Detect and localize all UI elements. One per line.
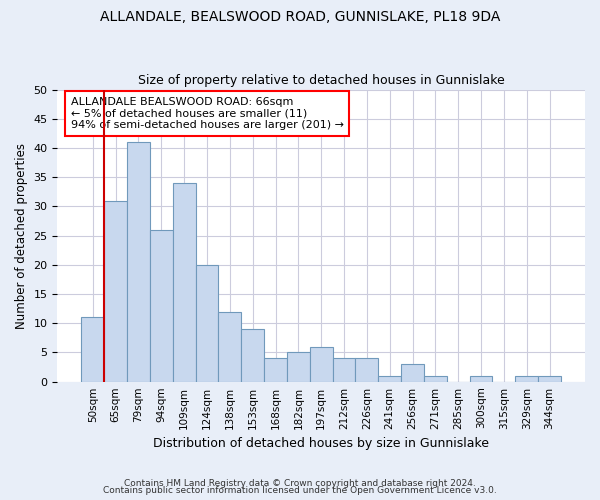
Bar	[310, 346, 332, 382]
X-axis label: Distribution of detached houses by size in Gunnislake: Distribution of detached houses by size …	[153, 437, 489, 450]
Title: Size of property relative to detached houses in Gunnislake: Size of property relative to detached ho…	[138, 74, 505, 87]
Bar	[104, 200, 127, 382]
Text: ALLANDALE BEALSWOOD ROAD: 66sqm
← 5% of detached houses are smaller (11)
94% of : ALLANDALE BEALSWOOD ROAD: 66sqm ← 5% of …	[71, 97, 344, 130]
Bar	[287, 352, 310, 382]
Bar	[241, 329, 264, 382]
Bar	[332, 358, 355, 382]
Bar	[379, 376, 401, 382]
Text: ALLANDALE, BEALSWOOD ROAD, GUNNISLAKE, PL18 9DA: ALLANDALE, BEALSWOOD ROAD, GUNNISLAKE, P…	[100, 10, 500, 24]
Bar	[515, 376, 538, 382]
Bar	[127, 142, 150, 382]
Bar	[264, 358, 287, 382]
Bar	[82, 318, 104, 382]
Bar	[355, 358, 379, 382]
Text: Contains public sector information licensed under the Open Government Licence v3: Contains public sector information licen…	[103, 486, 497, 495]
Bar	[538, 376, 561, 382]
Bar	[173, 183, 196, 382]
Bar	[424, 376, 447, 382]
Bar	[218, 312, 241, 382]
Bar	[470, 376, 493, 382]
Bar	[401, 364, 424, 382]
Text: Contains HM Land Registry data © Crown copyright and database right 2024.: Contains HM Land Registry data © Crown c…	[124, 478, 476, 488]
Y-axis label: Number of detached properties: Number of detached properties	[15, 142, 28, 328]
Bar	[196, 265, 218, 382]
Bar	[150, 230, 173, 382]
